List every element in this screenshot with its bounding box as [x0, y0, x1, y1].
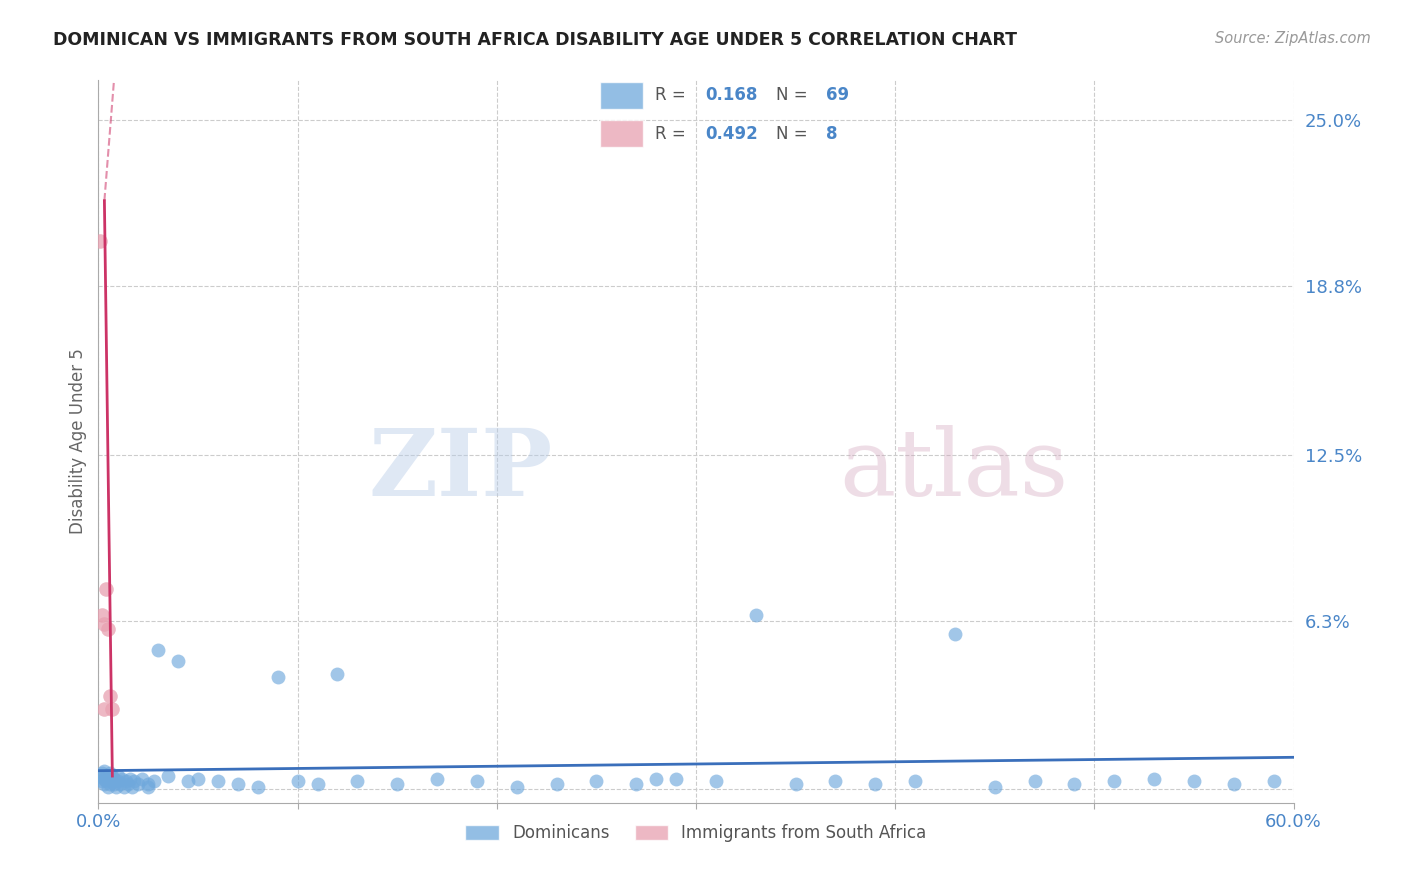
Point	[103, 777, 125, 791]
Point	[785, 777, 807, 791]
Point	[93, 702, 115, 716]
Point	[426, 772, 449, 786]
Point	[824, 774, 846, 789]
FancyBboxPatch shape	[600, 120, 643, 147]
Point	[143, 774, 166, 789]
Text: N =: N =	[776, 87, 813, 104]
Point	[96, 582, 118, 596]
Point	[1104, 774, 1126, 789]
Point	[626, 777, 648, 791]
Point	[101, 774, 124, 789]
Point	[665, 772, 688, 786]
Point	[101, 769, 124, 783]
Point	[97, 772, 120, 786]
Point	[120, 772, 142, 786]
Point	[93, 777, 115, 791]
Point	[465, 774, 488, 789]
Point	[127, 777, 149, 791]
Point	[187, 772, 209, 786]
Point	[943, 627, 966, 641]
Point	[131, 772, 153, 786]
Point	[136, 780, 159, 794]
Point	[91, 774, 114, 789]
Point	[97, 780, 120, 794]
Text: atlas: atlas	[839, 425, 1069, 516]
Point	[745, 608, 768, 623]
Text: 0.168: 0.168	[704, 87, 758, 104]
Point	[226, 777, 249, 791]
Text: 0.492: 0.492	[704, 125, 758, 143]
Point	[1263, 774, 1285, 789]
Point	[645, 772, 668, 786]
Point	[246, 780, 269, 794]
Point	[307, 777, 329, 791]
Point	[107, 774, 129, 789]
Point	[96, 769, 118, 783]
Point	[267, 670, 290, 684]
Point	[136, 777, 159, 791]
Point	[93, 772, 115, 786]
Point	[157, 769, 180, 783]
Point	[96, 774, 118, 789]
Point	[287, 774, 309, 789]
Point	[546, 777, 568, 791]
Point	[506, 780, 529, 794]
Point	[93, 764, 115, 778]
Point	[148, 643, 170, 657]
Point	[585, 774, 607, 789]
Point	[103, 772, 125, 786]
Text: R =: R =	[655, 87, 692, 104]
Text: R =: R =	[655, 125, 692, 143]
Text: N =: N =	[776, 125, 813, 143]
Text: DOMINICAN VS IMMIGRANTS FROM SOUTH AFRICA DISABILITY AGE UNDER 5 CORRELATION CHA: DOMINICAN VS IMMIGRANTS FROM SOUTH AFRIC…	[53, 31, 1018, 49]
Point	[91, 608, 114, 623]
Point	[91, 766, 114, 780]
Point	[865, 777, 887, 791]
Point	[97, 622, 120, 636]
Text: 69: 69	[825, 87, 849, 104]
Point	[984, 780, 1007, 794]
Point	[98, 777, 122, 791]
Text: 8: 8	[825, 125, 837, 143]
Point	[89, 769, 111, 783]
Point	[110, 777, 132, 791]
Point	[112, 780, 135, 794]
Point	[121, 780, 143, 794]
Point	[207, 774, 229, 789]
Text: Source: ZipAtlas.com: Source: ZipAtlas.com	[1215, 31, 1371, 46]
Point	[904, 774, 927, 789]
Point	[105, 780, 128, 794]
Point	[326, 667, 349, 681]
Point	[167, 654, 190, 668]
Point	[1143, 772, 1166, 786]
Point	[107, 769, 129, 783]
Point	[704, 774, 727, 789]
Legend: Dominicans, Immigrants from South Africa: Dominicans, Immigrants from South Africa	[458, 817, 934, 848]
Point	[98, 689, 122, 703]
Point	[115, 774, 138, 789]
Point	[385, 777, 409, 791]
Point	[1024, 774, 1046, 789]
Point	[124, 774, 146, 789]
Point	[177, 774, 200, 789]
FancyBboxPatch shape	[600, 82, 643, 109]
Point	[89, 234, 111, 248]
Point	[101, 702, 124, 716]
Y-axis label: Disability Age Under 5: Disability Age Under 5	[69, 349, 87, 534]
Point	[93, 616, 115, 631]
Point	[117, 777, 139, 791]
Point	[1223, 777, 1246, 791]
Point	[1063, 777, 1085, 791]
Point	[1182, 774, 1205, 789]
Text: ZIP: ZIP	[368, 425, 553, 516]
Point	[111, 772, 134, 786]
Point	[346, 774, 368, 789]
Point	[98, 766, 122, 780]
